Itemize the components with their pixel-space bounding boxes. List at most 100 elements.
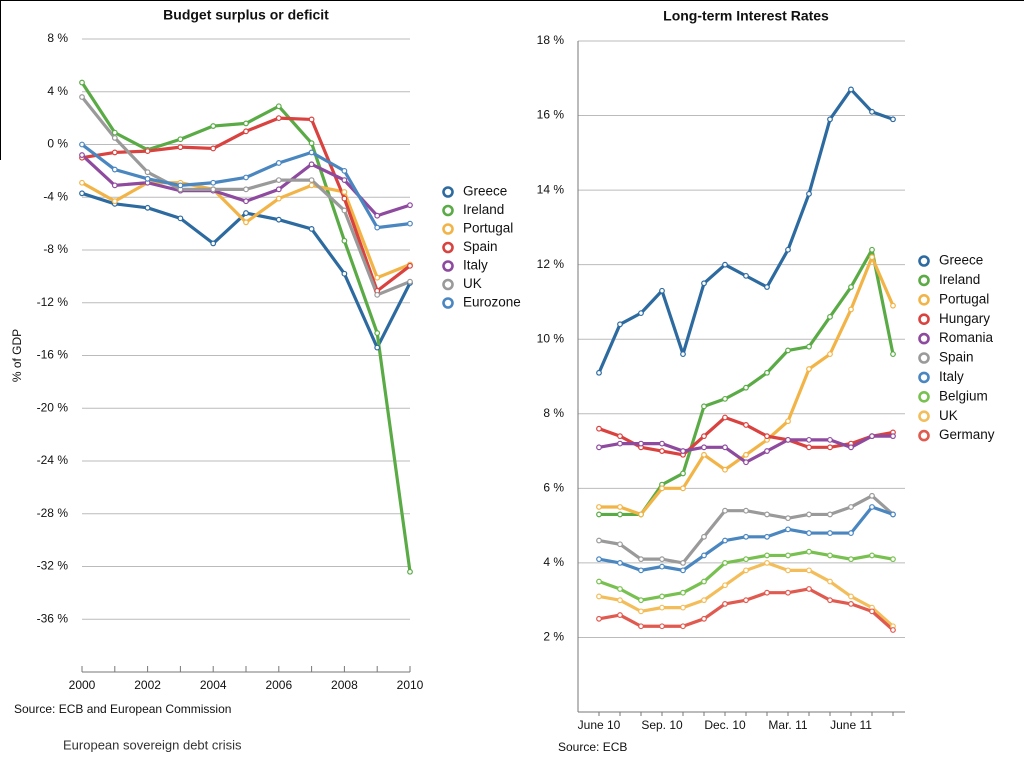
data-point: [341, 207, 348, 214]
data-point: [596, 425, 602, 432]
data-point: [177, 144, 184, 151]
data-point: [407, 278, 413, 285]
data-point: [638, 511, 644, 518]
data-point: [638, 310, 644, 317]
x-tick-label: 2004: [200, 678, 227, 692]
data-point: [743, 272, 749, 279]
data-point: [806, 511, 812, 518]
data-point: [638, 608, 644, 615]
data-point: [827, 313, 833, 320]
data-point: [785, 589, 791, 596]
chart-title: Long-term Interest Rates: [663, 8, 829, 24]
legend-label: Greece: [939, 253, 983, 268]
source: Source: ECB and European Commission: [14, 702, 231, 716]
y-tick-label: 18 %: [537, 33, 565, 47]
data-point: [177, 215, 184, 222]
data-point: [111, 149, 118, 156]
data-point: [743, 451, 749, 458]
y-axis-label: % of GDP: [10, 329, 24, 382]
y-tick-label: 2 %: [543, 630, 564, 644]
data-point: [144, 175, 151, 182]
data-point: [764, 589, 770, 596]
data-point: [785, 526, 791, 533]
y-tick-label: -4 %: [43, 189, 68, 203]
y-tick-label: 8 %: [543, 406, 564, 420]
data-point: [374, 212, 381, 219]
data-point: [701, 451, 707, 458]
data-point: [764, 369, 770, 376]
data-point: [308, 161, 315, 168]
data-point: [848, 86, 854, 93]
legend-label: Greece: [463, 184, 507, 199]
data-point: [596, 504, 602, 510]
data-point: [743, 567, 749, 574]
data-point: [869, 492, 875, 499]
data-point: [617, 612, 623, 618]
y-tick-label: 6 %: [543, 481, 564, 495]
data-point: [144, 204, 151, 211]
legend-label: Portugal: [463, 221, 513, 236]
data-point: [701, 597, 707, 604]
data-point: [827, 444, 833, 451]
data-point: [743, 533, 749, 540]
data-point: [79, 79, 85, 86]
data-point: [743, 556, 749, 563]
data-point: [764, 533, 770, 540]
data-point: [617, 511, 623, 518]
data-point: [785, 552, 791, 559]
data-point: [806, 190, 812, 197]
data-point: [275, 103, 282, 110]
data-point: [785, 246, 791, 253]
data-point: [210, 145, 217, 152]
legend-marker: [918, 313, 930, 326]
data-point: [806, 548, 812, 555]
data-point: [659, 604, 665, 611]
data-point: [806, 586, 812, 592]
data-point: [341, 270, 348, 277]
data-point: [275, 195, 282, 202]
legend-marker: [918, 429, 930, 442]
data-point: [890, 116, 896, 123]
data-point: [275, 160, 282, 166]
data-point: [111, 166, 118, 173]
data-point: [210, 186, 217, 193]
legend-marker: [918, 352, 930, 364]
legend-marker: [442, 297, 454, 309]
data-point: [764, 433, 770, 440]
data-point: [680, 448, 686, 454]
data-point: [869, 108, 875, 115]
data-point: [617, 504, 623, 510]
data-point: [659, 556, 665, 563]
data-point: [308, 140, 315, 147]
data-point: [722, 466, 728, 473]
legend-marker: [442, 241, 454, 254]
legend-marker: [918, 255, 930, 267]
legend-marker: [442, 260, 454, 272]
data-point: [407, 262, 413, 269]
data-point: [680, 485, 686, 492]
data-point: [407, 220, 413, 227]
data-point: [617, 597, 623, 604]
data-point: [374, 274, 381, 281]
legend-label: Germany: [939, 427, 995, 442]
data-point: [341, 167, 348, 174]
data-point: [374, 224, 381, 231]
data-point: [869, 246, 875, 253]
x-tick-label: 2002: [134, 678, 161, 692]
data-point: [210, 179, 217, 186]
data-point: [890, 302, 896, 309]
legend-marker: [918, 293, 930, 306]
data-point: [869, 433, 875, 440]
x-tick-label: Mar. 11: [768, 718, 807, 732]
data-point: [848, 593, 854, 600]
data-point: [341, 237, 348, 244]
data-point: [743, 459, 749, 466]
legend-marker: [442, 278, 454, 291]
data-point: [243, 186, 249, 193]
data-point: [111, 198, 118, 205]
data-point: [848, 530, 854, 536]
data-point: [806, 436, 812, 443]
data-point: [638, 597, 644, 604]
data-point: [617, 586, 623, 592]
x-tick-label: 2010: [397, 678, 424, 692]
